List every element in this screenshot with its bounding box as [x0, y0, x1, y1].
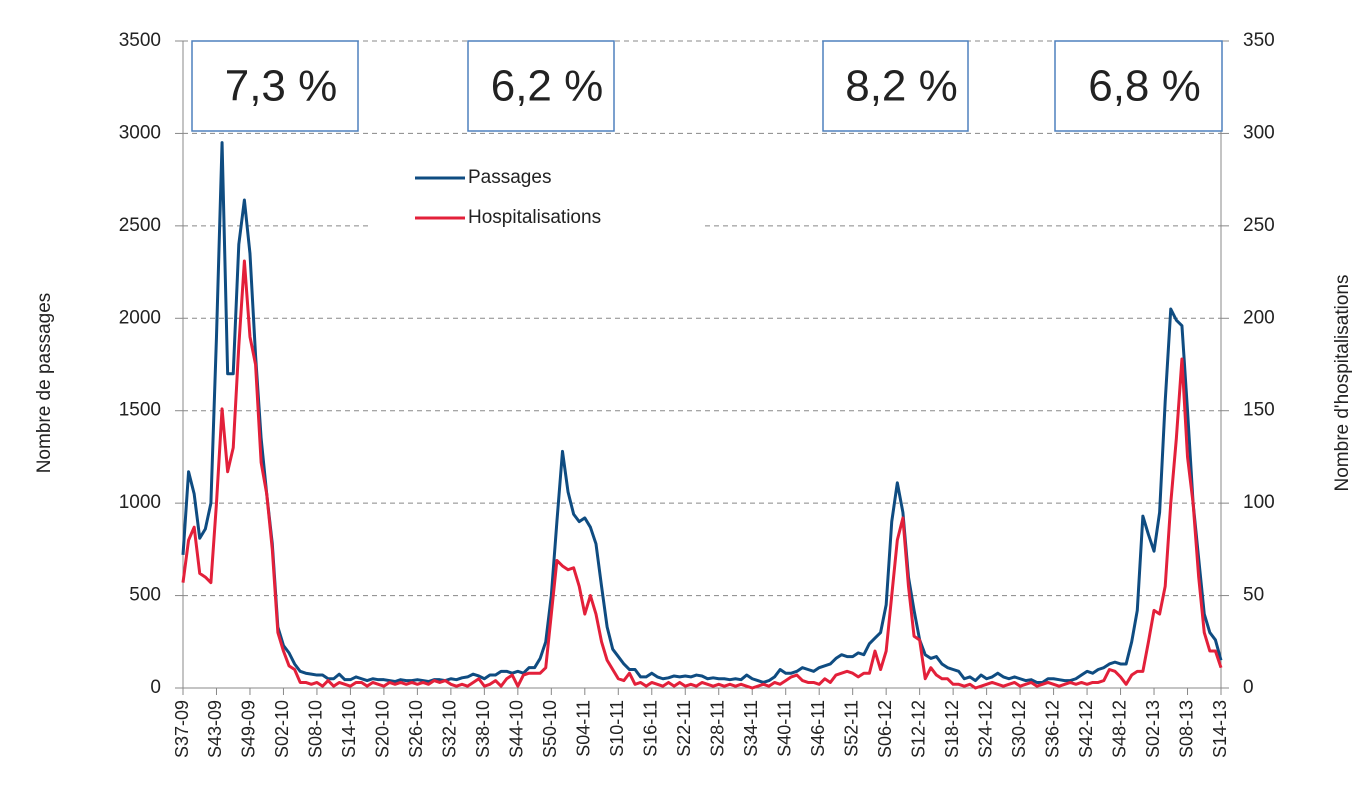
x-tick-label: S43-09 — [205, 700, 225, 758]
y-tick-label: 3000 — [119, 122, 161, 143]
y-tick-label: 2500 — [119, 215, 161, 236]
y2-tick-label: 150 — [1243, 400, 1275, 421]
x-tick-label: S37-09 — [172, 700, 192, 758]
y2-tick-label: 300 — [1243, 122, 1275, 143]
x-tick-label: S38-10 — [473, 700, 493, 758]
legend-bg — [372, 155, 702, 241]
y-tick-label: 1000 — [119, 492, 161, 513]
x-tick-label: S06-12 — [875, 700, 895, 758]
annotation-box — [467, 40, 615, 132]
x-tick-label: S04-11 — [574, 700, 594, 757]
series-line — [181, 141, 1223, 684]
x-tick-label: S48-12 — [1109, 700, 1129, 758]
x-tick-label: S14-10 — [339, 700, 359, 758]
x-tick-label: S42-12 — [1076, 700, 1096, 758]
x-tick-label: S10-11 — [607, 700, 627, 757]
x-tick-label: S40-11 — [774, 700, 794, 757]
legend-label: Hospitalisations — [468, 207, 601, 228]
y-tick-label: 2000 — [119, 307, 161, 328]
x-tick-label: S28-11 — [707, 700, 727, 757]
y2-tick-label: 250 — [1243, 215, 1275, 236]
x-tick-label: S30-12 — [1009, 700, 1029, 758]
y-tick-label: 3500 — [119, 30, 161, 51]
y-tick-label: 1500 — [119, 400, 161, 421]
x-tick-label: S49-09 — [239, 700, 259, 758]
annotation-box — [822, 40, 969, 132]
y2-tick-label: 50 — [1243, 585, 1264, 606]
x-tick-label: S24-12 — [975, 700, 995, 758]
y2-tick-label: 350 — [1243, 30, 1275, 51]
annotation: 6,8 % — [1088, 62, 1201, 111]
y-tick-label: 500 — [129, 585, 161, 606]
x-tick-label: S22-11 — [674, 700, 694, 757]
annotation: 7,3 % — [225, 62, 338, 111]
annotation-box — [191, 40, 359, 132]
x-tick-label: S50-10 — [540, 700, 560, 758]
x-tick-label: S02-13 — [1143, 700, 1163, 758]
series-line — [181, 259, 1223, 690]
x-tick-label: S36-12 — [1042, 700, 1062, 758]
x-tick-label: S16-11 — [641, 700, 661, 757]
x-tick-label: S18-12 — [942, 700, 962, 758]
x-tick-label: S08-13 — [1176, 700, 1196, 758]
x-tick-label: S20-10 — [373, 700, 393, 758]
y-axis-label: Nombre de passages — [34, 293, 55, 474]
x-tick-label: S02-10 — [272, 700, 292, 758]
x-tick-label: S46-11 — [808, 700, 828, 757]
y2-tick-label: 100 — [1243, 492, 1275, 513]
y2-tick-label: 0 — [1243, 677, 1254, 698]
x-tick-label: S32-10 — [440, 700, 460, 758]
x-tick-label: S52-11 — [841, 700, 861, 757]
x-tick-label: S44-10 — [507, 700, 527, 758]
x-tick-label: S12-12 — [908, 700, 928, 758]
y-tick-label: 0 — [150, 677, 161, 698]
annotation: 8,2 % — [845, 62, 958, 111]
legend-label: Passages — [468, 167, 551, 188]
x-tick-label: S26-10 — [406, 700, 426, 758]
annotation: 6,2 % — [491, 62, 604, 111]
x-tick-label: S14-13 — [1210, 700, 1230, 758]
y2-axis-label: Nombre d'hospitalisations — [1332, 275, 1353, 492]
x-tick-label: S08-10 — [306, 700, 326, 758]
annotation-box — [1054, 40, 1223, 132]
x-tick-label: S34-11 — [741, 700, 761, 757]
y2-tick-label: 200 — [1243, 307, 1275, 328]
